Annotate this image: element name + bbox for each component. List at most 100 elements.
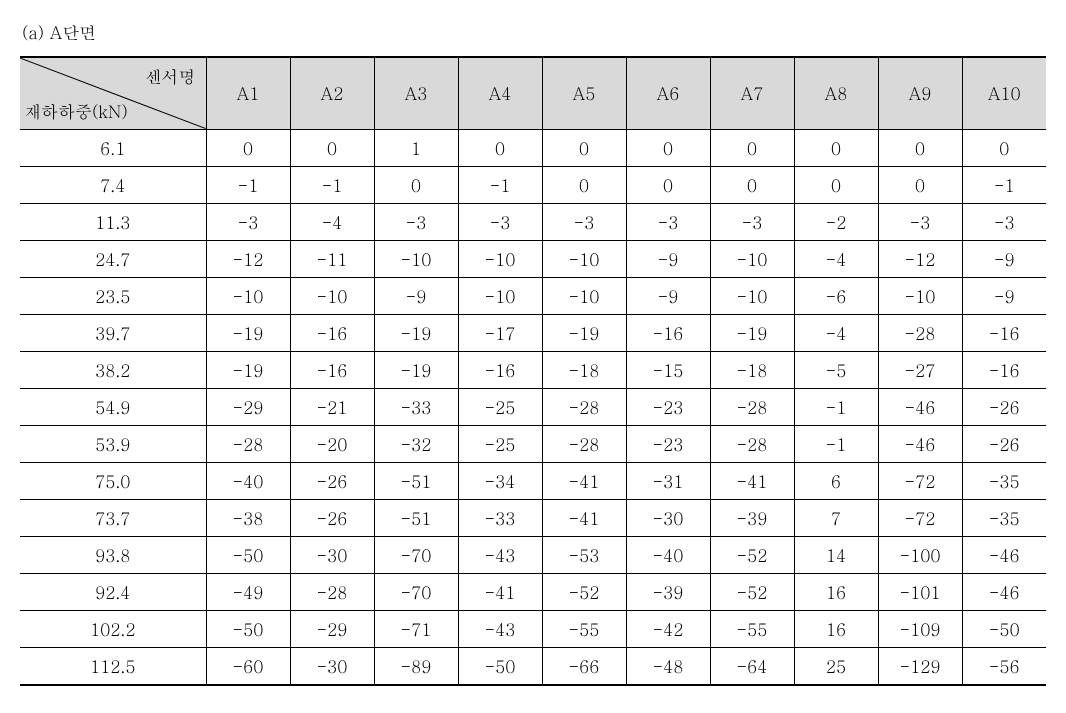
data-cell: -52 [542, 573, 626, 610]
col-header: A8 [794, 57, 878, 129]
data-cell: -60 [206, 647, 290, 685]
table-row: 53.9-28-20-32-25-28-23-28-1-46-26 [20, 425, 1046, 462]
data-cell: -3 [206, 203, 290, 240]
table-row: 6.10010000000 [20, 129, 1046, 166]
data-cell: 6 [794, 462, 878, 499]
data-cell: -30 [626, 499, 710, 536]
data-cell: -10 [206, 277, 290, 314]
data-cell: -89 [374, 647, 458, 685]
data-cell: -3 [878, 203, 962, 240]
data-cell: -4 [290, 203, 374, 240]
table-row: 24.7-12-11-10-10-10-9-10-4-12-9 [20, 240, 1046, 277]
data-cell: -3 [626, 203, 710, 240]
load-cell: 93.8 [20, 536, 206, 573]
data-cell: -4 [794, 314, 878, 351]
table-row: 7.4-1-10-100000-1 [20, 166, 1046, 203]
load-cell: 75.0 [20, 462, 206, 499]
table-row: 75.0-40-26-51-34-41-31-416-72-35 [20, 462, 1046, 499]
data-cell: -29 [206, 388, 290, 425]
data-cell: -101 [878, 573, 962, 610]
data-cell: -46 [962, 536, 1046, 573]
data-cell: 0 [542, 129, 626, 166]
data-cell: -1 [290, 166, 374, 203]
data-cell: 0 [542, 166, 626, 203]
col-header: A1 [206, 57, 290, 129]
load-cell: 112.5 [20, 647, 206, 685]
data-cell: -10 [710, 240, 794, 277]
data-cell: -64 [710, 647, 794, 685]
data-cell: -46 [878, 388, 962, 425]
data-cell: -3 [542, 203, 626, 240]
data-cell: -9 [626, 277, 710, 314]
data-cell: -28 [206, 425, 290, 462]
data-table: 센서명 재하하중(kN) A1 A2 A3 A4 A5 A6 A7 A8 A9 … [20, 56, 1046, 686]
table-row: 112.5-60-30-89-50-66-48-6425-129-56 [20, 647, 1046, 685]
data-cell: 0 [710, 129, 794, 166]
data-cell: -1 [458, 166, 542, 203]
data-cell: -41 [542, 499, 626, 536]
data-cell: -21 [290, 388, 374, 425]
data-cell: -26 [290, 462, 374, 499]
data-cell: 0 [626, 129, 710, 166]
data-cell: -1 [962, 166, 1046, 203]
diag-header-top: 센서명 [145, 64, 196, 88]
data-cell: -48 [626, 647, 710, 685]
data-cell: -27 [878, 351, 962, 388]
table-row: 73.7-38-26-51-33-41-30-397-72-35 [20, 499, 1046, 536]
data-cell: -10 [710, 277, 794, 314]
data-cell: -33 [374, 388, 458, 425]
data-cell: -35 [962, 499, 1046, 536]
data-cell: -40 [626, 536, 710, 573]
col-header: A3 [374, 57, 458, 129]
data-cell: -100 [878, 536, 962, 573]
data-cell: -26 [290, 499, 374, 536]
data-cell: -9 [962, 240, 1046, 277]
col-header: A9 [878, 57, 962, 129]
table-caption: (a) A단면 [20, 20, 1046, 44]
load-cell: 6.1 [20, 129, 206, 166]
data-cell: -109 [878, 610, 962, 647]
data-cell: -28 [542, 425, 626, 462]
data-cell: -38 [206, 499, 290, 536]
data-cell: -12 [878, 240, 962, 277]
data-cell: -6 [794, 277, 878, 314]
data-cell: -1 [794, 388, 878, 425]
data-cell: -53 [542, 536, 626, 573]
data-cell: -3 [374, 203, 458, 240]
table-row: 23.5-10-10-9-10-10-9-10-6-10-9 [20, 277, 1046, 314]
data-cell: -50 [458, 647, 542, 685]
data-cell: -10 [542, 277, 626, 314]
data-cell: -43 [458, 610, 542, 647]
data-cell: -16 [290, 314, 374, 351]
data-cell: 0 [458, 129, 542, 166]
data-cell: -50 [962, 610, 1046, 647]
data-cell: -28 [710, 388, 794, 425]
load-cell: 39.7 [20, 314, 206, 351]
data-cell: -70 [374, 573, 458, 610]
data-cell: -72 [878, 462, 962, 499]
data-cell: -51 [374, 499, 458, 536]
data-cell: -28 [290, 573, 374, 610]
diagonal-header-cell: 센서명 재하하중(kN) [20, 57, 206, 129]
data-cell: -51 [374, 462, 458, 499]
data-cell: -49 [206, 573, 290, 610]
data-cell: -19 [710, 314, 794, 351]
col-header: A6 [626, 57, 710, 129]
data-cell: -9 [962, 277, 1046, 314]
table-row: 102.2-50-29-71-43-55-42-5516-109-50 [20, 610, 1046, 647]
data-cell: 0 [374, 166, 458, 203]
data-cell: -46 [962, 573, 1046, 610]
data-cell: -41 [458, 573, 542, 610]
data-cell: 0 [206, 129, 290, 166]
data-cell: -52 [710, 536, 794, 573]
data-cell: -40 [206, 462, 290, 499]
table-row: 54.9-29-21-33-25-28-23-28-1-46-26 [20, 388, 1046, 425]
col-header: A2 [290, 57, 374, 129]
data-cell: -18 [710, 351, 794, 388]
data-cell: -19 [374, 351, 458, 388]
data-cell: -55 [542, 610, 626, 647]
data-cell: -3 [458, 203, 542, 240]
col-header: A7 [710, 57, 794, 129]
data-cell: -34 [458, 462, 542, 499]
data-cell: -15 [626, 351, 710, 388]
